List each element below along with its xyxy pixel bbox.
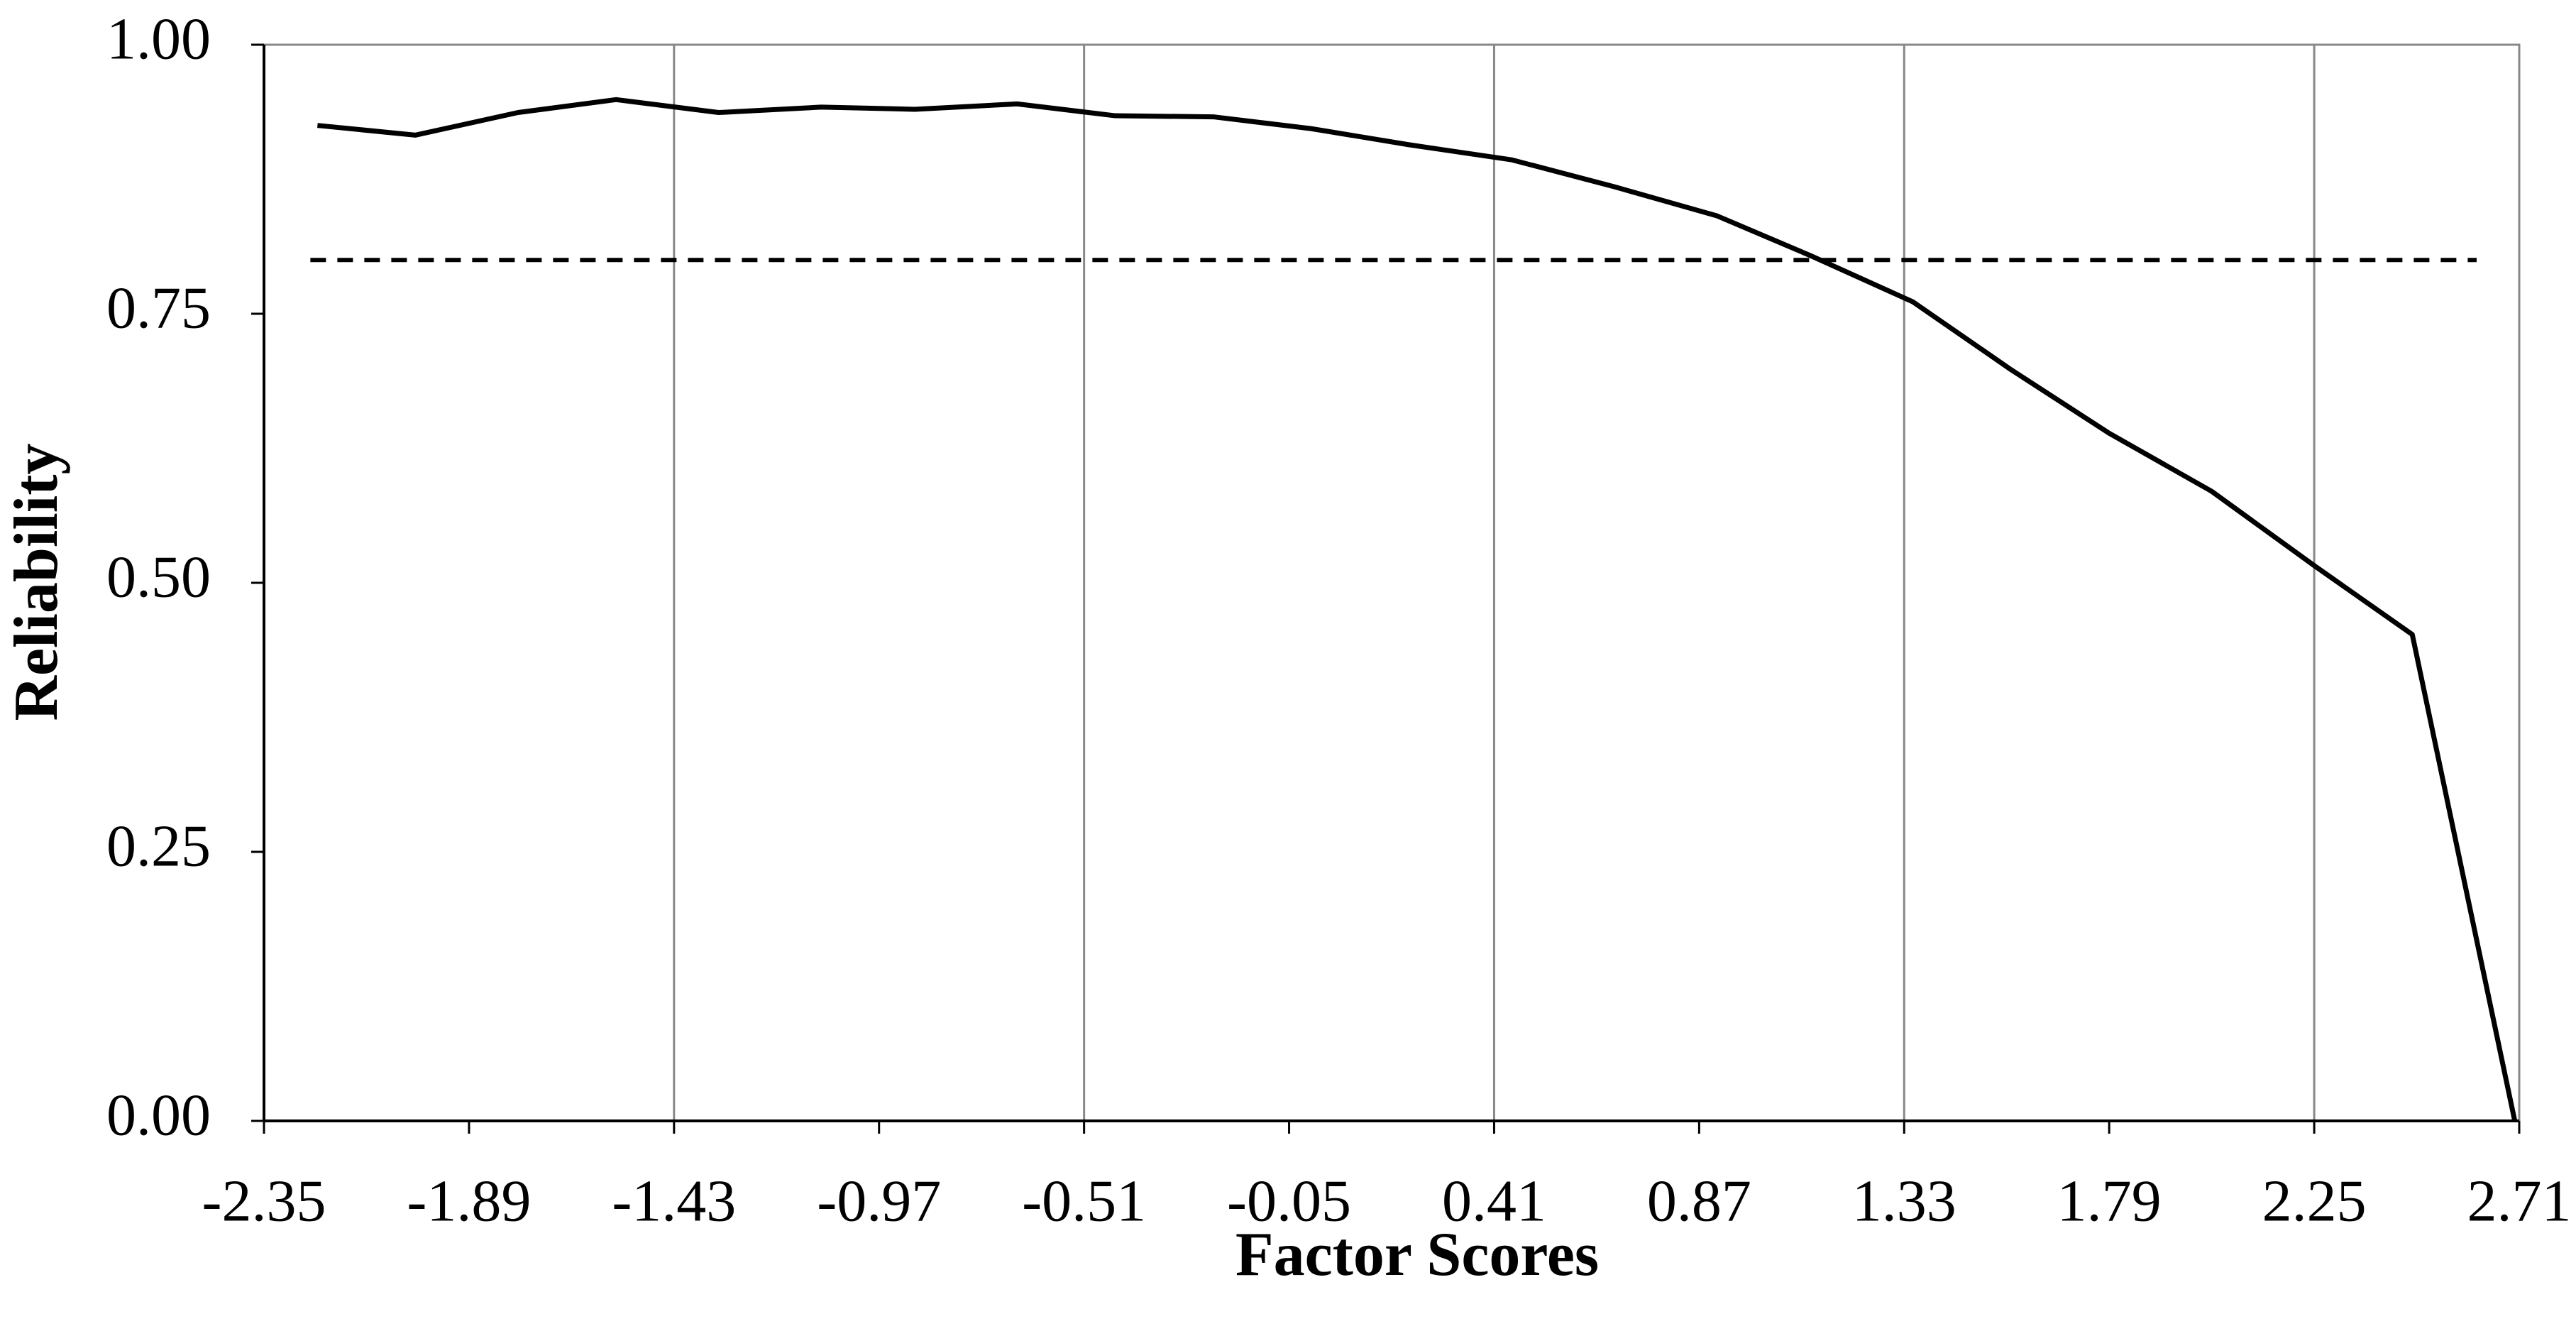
x-tick-label: 2.25 <box>2262 1168 2367 1234</box>
x-tick-label: -2.35 <box>202 1168 326 1234</box>
x-tick-label: 0.87 <box>1647 1168 1751 1234</box>
x-tick-label: 1.79 <box>2057 1168 2162 1234</box>
plot-frame <box>263 43 2521 1122</box>
x-tick-label: 1.33 <box>1852 1168 1956 1234</box>
x-axis-title: Factor Scores <box>1235 1220 1599 1289</box>
y-tick-label: 0.75 <box>106 275 211 341</box>
data-line <box>317 97 2518 1122</box>
x-tick-label: -1.89 <box>407 1168 531 1234</box>
y-tick-label: 0.00 <box>106 1082 211 1148</box>
y-tick-label: 1.00 <box>106 6 211 72</box>
y-axis-title: Reliability <box>2 443 71 721</box>
x-tick-label: -0.05 <box>1227 1168 1351 1234</box>
y-tick-label: 0.25 <box>106 813 211 879</box>
x-tick-label: -0.97 <box>817 1168 941 1234</box>
y-tick-label: 0.50 <box>106 544 211 610</box>
x-tick-label: -1.43 <box>612 1168 736 1234</box>
x-tick-label: -0.51 <box>1022 1168 1146 1234</box>
x-tick-label: 0.41 <box>1442 1168 1546 1234</box>
x-tick-label: 2.71 <box>2467 1168 2572 1234</box>
